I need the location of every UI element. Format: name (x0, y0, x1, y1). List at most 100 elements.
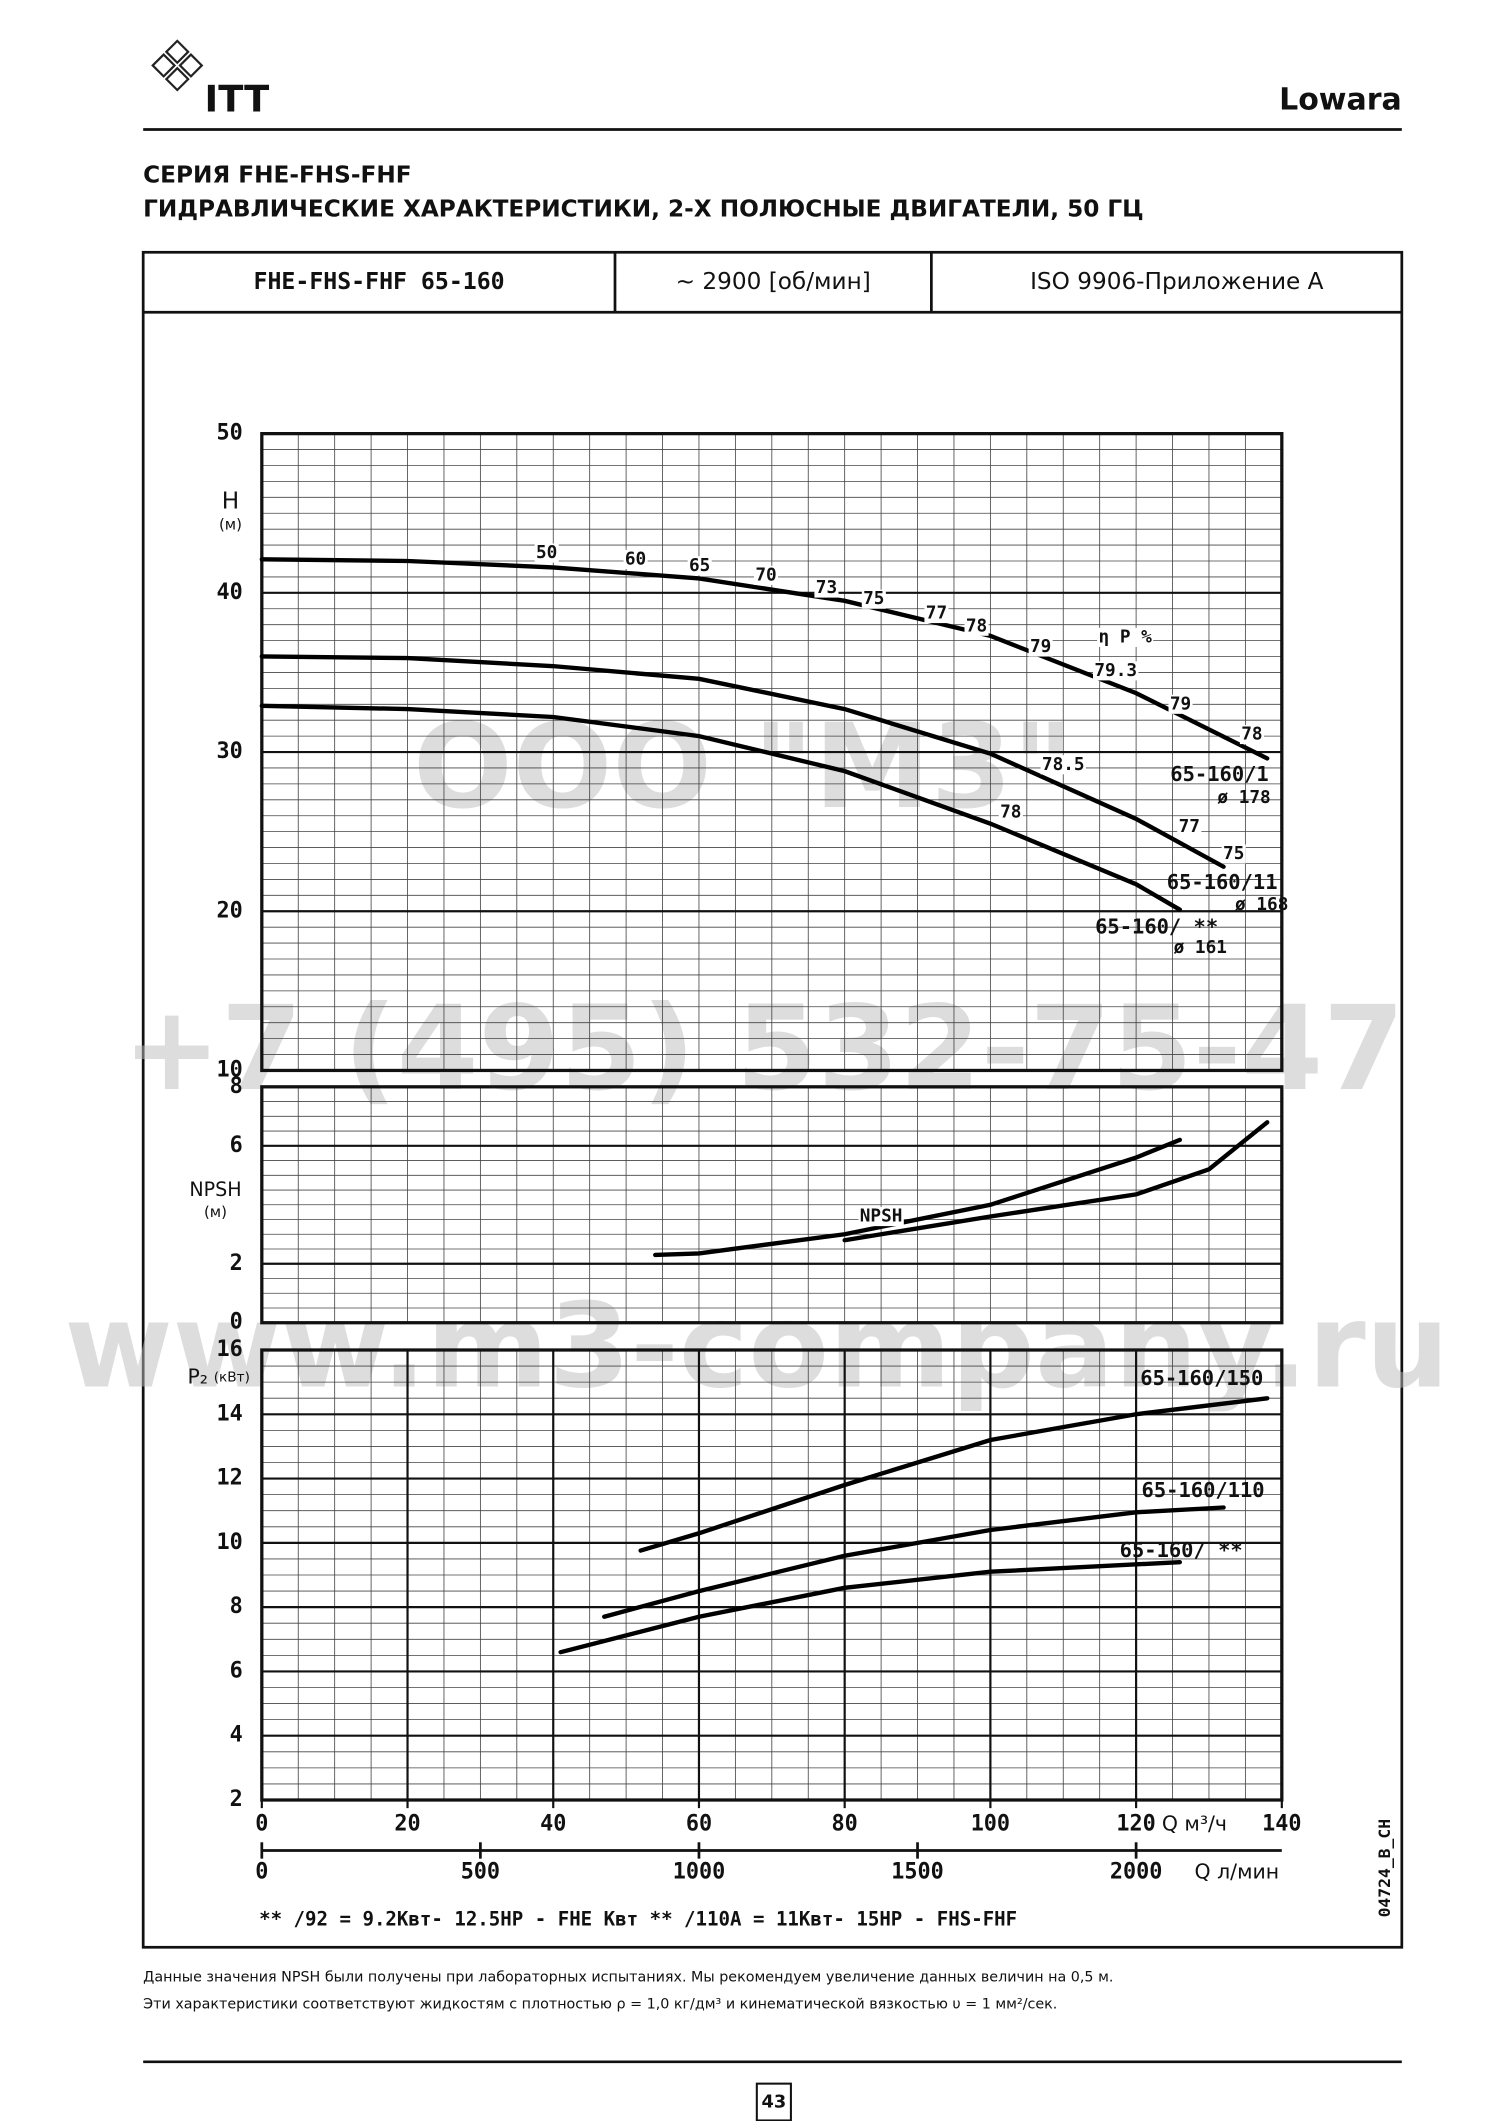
x-tick-label: 20 (394, 1812, 420, 1837)
x2-tick-label: 500 (461, 1859, 500, 1884)
brand: ITT (205, 77, 270, 120)
y-axis-label: NPSH (189, 1178, 241, 1201)
annotation: 75 (863, 589, 884, 609)
annotation-bg (1177, 817, 1202, 837)
x-tick-label: 60 (686, 1812, 712, 1837)
annotation: 78 (966, 616, 987, 636)
annotation: 75 (1223, 844, 1244, 864)
annotation: 77 (926, 604, 947, 624)
annotation-bg (1221, 844, 1246, 864)
company: Lowara (1279, 82, 1402, 117)
annotation: 73 (816, 578, 837, 598)
watermark: ООО "М3" (413, 698, 1073, 835)
annotation-bg (924, 603, 949, 624)
y-tick-label: 14 (216, 1401, 242, 1426)
watermark: www.m3-company.ru (64, 1277, 1449, 1414)
curve-sublabel: ø 161 (1174, 938, 1227, 958)
y-tick-label: 40 (216, 580, 242, 605)
annotation: 78.5 (1042, 755, 1085, 775)
annotation: 65 (689, 556, 710, 576)
curve-label: 65-160/150 (1140, 1366, 1263, 1390)
x2-tick-label: 0 (255, 1859, 268, 1884)
curve-label: 65-160/11 (1167, 870, 1278, 894)
y-tick-label: 10 (216, 1530, 242, 1555)
x-tick-label: 100 (971, 1812, 1010, 1837)
y-tick-label: 4 (230, 1723, 243, 1748)
y-axis-unit: (кВт) (214, 1369, 250, 1385)
y-tick-label: 16 (216, 1337, 242, 1362)
title-line: ГИДРАВЛИЧЕСКИЕ ХАРАКТЕРИСТИКИ, 2-Х ПОЛЮС… (143, 196, 1144, 223)
curve (638, 1396, 1270, 1553)
curve (653, 1137, 1182, 1258)
plot-frame (260, 1348, 1284, 1802)
x-tick-label: 140 (1262, 1812, 1301, 1837)
x-tick-label: 40 (540, 1812, 566, 1837)
annotation: 50 (536, 543, 557, 563)
y-axis-label: H (222, 487, 239, 514)
x-tick-label: 120 (1116, 1812, 1155, 1837)
annotation-bg (814, 578, 839, 598)
note: Данные значения NPSH были получены при л… (143, 1969, 1113, 1985)
annotation: η P % (1099, 627, 1153, 647)
annotation: 70 (755, 565, 776, 585)
annotation-bg (861, 589, 886, 609)
curve-label: 65-160/110 (1142, 1478, 1265, 1502)
curve-sublabel: ø 178 (1217, 788, 1270, 808)
x-axis-label: Q м³/ч (1162, 1812, 1227, 1836)
curve-sublabel: ø 168 (1235, 895, 1288, 915)
x-tick-label: 80 (832, 1812, 858, 1837)
annotation-bg (1239, 724, 1264, 745)
y-tick-label: 30 (216, 739, 242, 764)
drawing-code: 04724_B_CH (1375, 1819, 1394, 1918)
y-tick-label: 50 (216, 421, 242, 446)
annotation-bg (1028, 637, 1053, 657)
y-tick-label: 20 (216, 898, 242, 923)
annotation: 78 (1241, 725, 1262, 745)
annotation-bg (1097, 627, 1154, 647)
logo (151, 39, 204, 92)
y-tick-label: 2 (230, 1787, 243, 1812)
annotation-bg (534, 543, 559, 563)
annotation-bg (1093, 661, 1139, 681)
curve (259, 703, 1182, 912)
y-tick-label: 10 (216, 1057, 242, 1082)
annotation-bg (964, 616, 989, 636)
table-cell: FHE-FHS-FHF 65-160 (254, 268, 505, 295)
y-tick-label: 6 (230, 1658, 243, 1683)
x2-tick-label: 1500 (891, 1859, 944, 1884)
y-axis-label: P₂ (187, 1364, 208, 1388)
x2-tick-label: 2000 (1110, 1859, 1163, 1884)
y-tick-label: 12 (216, 1466, 242, 1491)
y-axis-unit: (м) (219, 516, 242, 534)
annotation: 78 (1000, 803, 1021, 823)
watermark: +7 (495) 532-75-47 (123, 980, 1405, 1117)
annotation-bg (1040, 755, 1086, 775)
x-tick-label: 0 (255, 1812, 268, 1837)
annotation: 79.3 (1094, 661, 1137, 681)
annotation: 60 (625, 549, 646, 569)
chart-footnote: ** /92 = 9.2Квт- 12.5HP - FHE Квт ** /11… (259, 1908, 1017, 1931)
curve-label: 65-160/1 (1170, 762, 1268, 786)
chart-frame (141, 250, 1404, 1949)
note: Эти характеристики соответствуют жидкост… (143, 1997, 1057, 2013)
x2-axis-label: Q л/мин (1195, 1859, 1280, 1883)
curve (602, 1505, 1226, 1619)
annotation-bg (1168, 694, 1193, 714)
table-cell: ISO 9906-Приложение A (1030, 268, 1324, 295)
annotation-bg (753, 565, 779, 585)
curve-label: 65-160/ ** (1095, 914, 1218, 938)
annotation-bg (687, 556, 712, 576)
y-tick-label: 8 (230, 1074, 243, 1099)
y-tick-label: 2 (230, 1251, 243, 1276)
plot-frame (260, 431, 1284, 1073)
annotation: 79 (1030, 637, 1051, 657)
curve (842, 1120, 1270, 1243)
annotation-bg (858, 1207, 904, 1227)
annotation: NPSH (860, 1207, 903, 1227)
x2-tick-label: 1000 (673, 1859, 726, 1884)
plot-frame (260, 1085, 1284, 1325)
curve (259, 557, 1270, 761)
curve (558, 1559, 1182, 1655)
